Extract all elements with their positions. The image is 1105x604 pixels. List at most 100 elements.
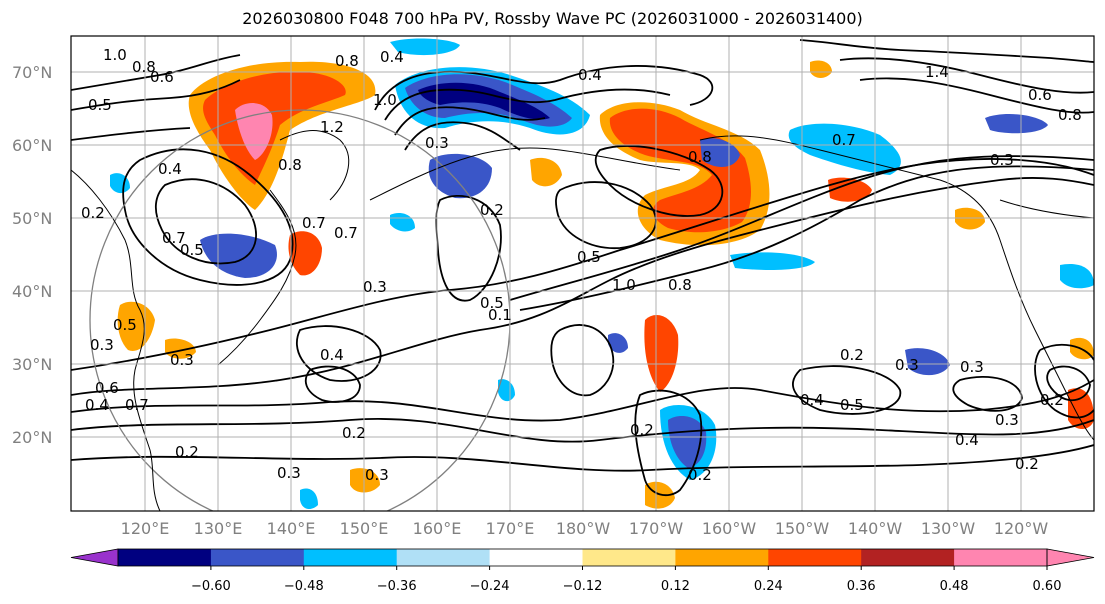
coast-north-america bbox=[699, 135, 1094, 441]
colorbar: −0.60 −0.48 −0.36 −0.24 −0.12 0.12 0.24 0.36 0.4… bbox=[70, 548, 1095, 594]
contour-line bbox=[71, 418, 1094, 443]
contour-label: 0.2 bbox=[342, 424, 366, 442]
colorbar-segment bbox=[118, 549, 212, 566]
contour-line bbox=[594, 145, 724, 217]
lat-label: 60°N bbox=[12, 136, 52, 155]
lon-label: 140°W bbox=[848, 519, 903, 538]
colorbar-segment bbox=[954, 549, 1048, 566]
negative-region-small-3 bbox=[498, 379, 515, 402]
contour-label: 0.2 bbox=[1040, 391, 1064, 409]
contour-label: 0.8 bbox=[668, 276, 692, 294]
contour-label: 0.2 bbox=[81, 204, 105, 222]
colorbar-tick-label: 0.48 bbox=[940, 579, 969, 594]
positive-region-kamchatka-core bbox=[203, 71, 346, 185]
contour-line bbox=[71, 158, 1094, 371]
contour-label: 0.8 bbox=[132, 58, 156, 76]
contour-label: 0.4 bbox=[85, 396, 109, 414]
contour-line bbox=[71, 127, 191, 141]
contour-label: 0.6 bbox=[95, 379, 119, 397]
negative-region-arctic bbox=[390, 38, 460, 56]
contour-line bbox=[952, 376, 1023, 412]
lon-label: 170°E bbox=[486, 519, 535, 538]
contour-label: 0.7 bbox=[162, 229, 186, 247]
colorbar-segment bbox=[768, 549, 862, 566]
contour-label: 0.3 bbox=[277, 464, 301, 482]
contour-label: 0.4 bbox=[380, 48, 404, 66]
negative-region-small-4 bbox=[608, 333, 628, 353]
contour-label: 0.5 bbox=[480, 294, 504, 312]
positive-region-small-1 bbox=[530, 157, 562, 187]
contour-line bbox=[71, 444, 1094, 472]
longitude-axis: 120°E 130°E 140°E 150°E 160°E 170°E 180°… bbox=[121, 519, 1049, 538]
contour-label: 0.8 bbox=[278, 156, 302, 174]
lon-label: 150°E bbox=[340, 519, 389, 538]
colorbar-tick-label: 0.36 bbox=[847, 579, 876, 594]
contour-line bbox=[374, 65, 714, 111]
contour-label: 0.6 bbox=[150, 68, 174, 86]
contour-label: 0.3 bbox=[895, 356, 919, 374]
negative-region-small-5 bbox=[300, 488, 318, 510]
contour-line bbox=[799, 39, 1094, 63]
negative-region-west-us bbox=[1060, 264, 1094, 289]
contour-line bbox=[634, 389, 703, 497]
contour-label: 0.3 bbox=[363, 278, 387, 296]
contour-label: 0.3 bbox=[960, 358, 984, 376]
contour-label: 0.2 bbox=[688, 466, 712, 484]
contour-label: 1.4 bbox=[925, 63, 949, 81]
colorbar-tick-label: 0.60 bbox=[1033, 579, 1062, 594]
colorbar-segment bbox=[210, 549, 305, 566]
colorbar-tick-label: −0.24 bbox=[470, 579, 510, 594]
contour-line bbox=[1034, 343, 1094, 419]
contour-labels: 1.0 0.8 0.6 0.5 0.8 0.4 1.0 0.4 1.4 0.6 … bbox=[81, 46, 1082, 484]
contour-label: 0.1 bbox=[488, 306, 512, 324]
positive-region-baja bbox=[1068, 388, 1094, 429]
positive-region-bc bbox=[828, 177, 872, 202]
lon-label: 130°E bbox=[194, 519, 243, 538]
contour-label: 0.3 bbox=[990, 151, 1014, 169]
contour-label: 0.5 bbox=[577, 248, 601, 266]
contour-label: 0.7 bbox=[832, 131, 856, 149]
lat-label: 50°N bbox=[12, 209, 52, 228]
contour-label: 0.4 bbox=[800, 391, 824, 409]
contour-line bbox=[509, 155, 1094, 301]
positive-region-japan bbox=[288, 231, 322, 276]
negative-region-midpacific-north bbox=[730, 252, 815, 270]
coast-kamchatka bbox=[279, 130, 350, 201]
contour-label: 0.4 bbox=[320, 346, 344, 364]
colorbar-tick-label: 0.12 bbox=[661, 579, 690, 594]
negative-region-okhotsk-south bbox=[428, 153, 492, 199]
colorbar-tick-label: 0.24 bbox=[754, 579, 783, 594]
lon-label: 120°W bbox=[994, 519, 1049, 538]
contour-label: 0.7 bbox=[125, 396, 149, 414]
contour-label: 0.2 bbox=[480, 201, 504, 219]
contour-line bbox=[384, 88, 671, 121]
contour-label: 0.5 bbox=[840, 396, 864, 414]
contour-label: 0.3 bbox=[90, 336, 114, 354]
contour-line bbox=[859, 77, 1094, 114]
contour-line bbox=[71, 79, 241, 111]
lat-label: 40°N bbox=[12, 282, 52, 301]
contour-label: 0.2 bbox=[175, 443, 199, 461]
contour-label: 0.5 bbox=[88, 96, 112, 114]
coast-canada-border bbox=[999, 199, 1094, 219]
pv-contours bbox=[71, 39, 1094, 497]
contour-label: 0.4 bbox=[578, 66, 602, 84]
contour-line bbox=[71, 177, 1094, 396]
contour-label: 0.8 bbox=[688, 148, 712, 166]
contour-line bbox=[394, 106, 546, 136]
contour-line bbox=[555, 181, 657, 249]
contour-line bbox=[295, 325, 382, 382]
contour-line bbox=[550, 324, 615, 397]
lon-label: 160°E bbox=[413, 519, 462, 538]
coast-asia bbox=[71, 169, 161, 511]
contour-label: 0.2 bbox=[630, 421, 654, 439]
colorbar-segment bbox=[861, 549, 955, 566]
contour-label: 0.7 bbox=[302, 214, 326, 232]
lon-label: 160°W bbox=[702, 519, 757, 538]
map-border bbox=[70, 35, 1095, 512]
colorbar-tick-label: −0.12 bbox=[563, 579, 603, 594]
negative-region-alaska-panhandle bbox=[985, 114, 1048, 134]
negative-region-sea-of-japan bbox=[200, 233, 277, 278]
contour-label: 0.5 bbox=[180, 241, 204, 259]
contour-line bbox=[1046, 365, 1091, 402]
